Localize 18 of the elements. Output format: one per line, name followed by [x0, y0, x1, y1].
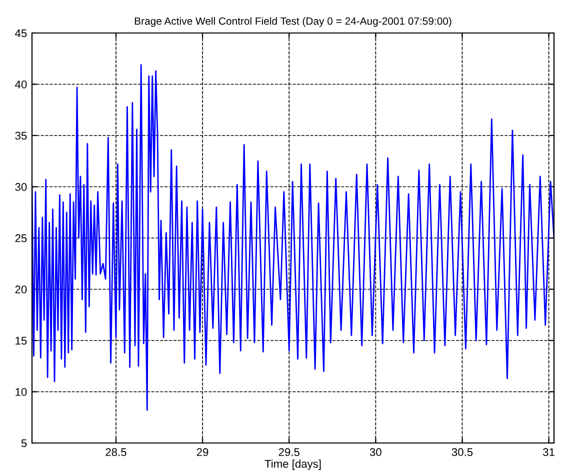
x-tick-label: 29: [196, 448, 208, 456]
x-tick-label: 31: [543, 448, 554, 456]
y-tick-label: 10: [16, 388, 27, 396]
y-tick-label: 35: [15, 132, 27, 140]
chart-title: Brage Active Well Control Field Test (Day 0 = 24-Aug-2001 07:59:00): [134, 17, 452, 27]
line-series: [32, 64, 554, 411]
y-tick-label: 30: [15, 183, 27, 191]
x-tick-label: 28.5: [106, 448, 126, 456]
x-axis-title: Time [days]: [264, 460, 321, 470]
x-tick-label: 30.5: [452, 448, 473, 456]
x-tick-label: 29.5: [278, 448, 300, 456]
y-tick-label: 40: [15, 80, 27, 88]
y-tick-label: 45: [15, 29, 27, 38]
y-tick-label: 15: [16, 336, 27, 345]
y-tick-label: 20: [15, 286, 27, 294]
y-tick-label: 5: [21, 439, 27, 448]
x-tick-label: 30: [370, 448, 382, 456]
y-tick-label: 25: [15, 234, 27, 242]
